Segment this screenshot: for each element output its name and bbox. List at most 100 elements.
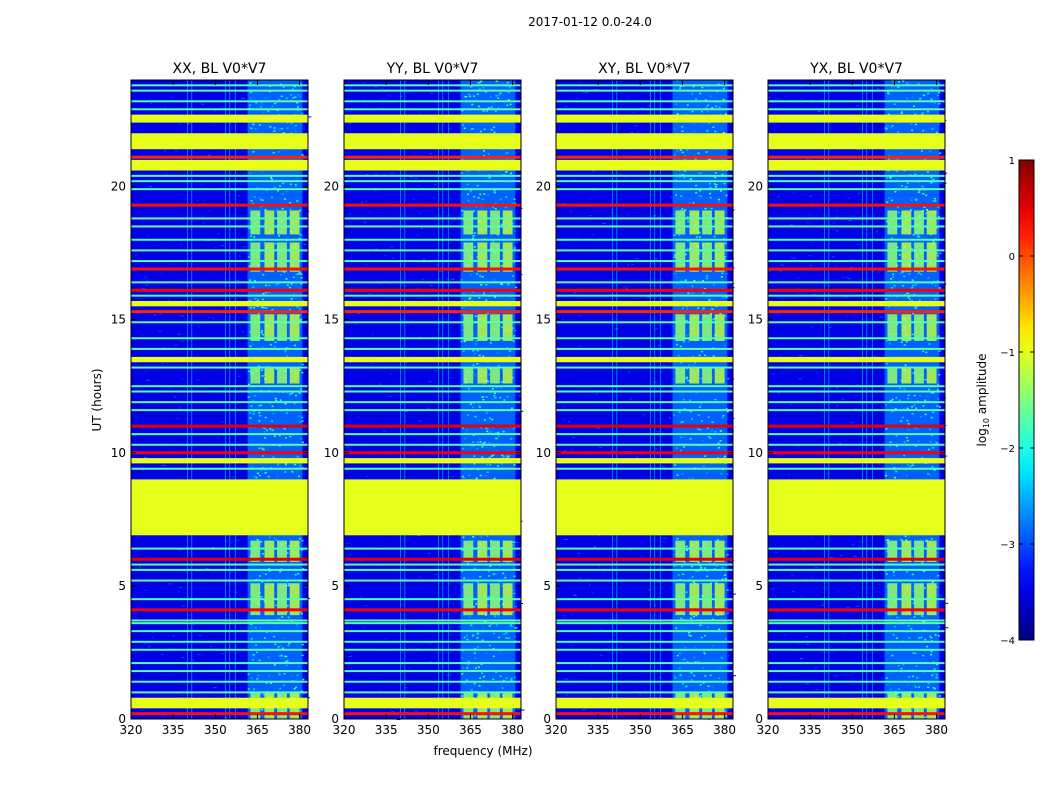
noise-pixel bbox=[196, 389, 200, 391]
rfi-pixel bbox=[479, 275, 482, 277]
rfi-pixel bbox=[698, 195, 701, 197]
flag-line bbox=[131, 366, 308, 369]
rfi-pixel bbox=[501, 687, 504, 689]
rfi-pixel bbox=[297, 573, 300, 575]
noise-pixel bbox=[635, 329, 638, 331]
noise-pixel bbox=[421, 278, 424, 280]
noise-pixel bbox=[567, 544, 569, 546]
rfi-pixel bbox=[719, 666, 722, 669]
hot-line bbox=[344, 267, 521, 271]
rfi-pixel bbox=[690, 672, 693, 674]
noise-pixel bbox=[454, 378, 457, 380]
rfi-pixel bbox=[486, 535, 489, 537]
rfi-subband-block bbox=[490, 367, 500, 384]
rfi-pixel bbox=[249, 172, 252, 174]
noise-pixel bbox=[424, 412, 427, 414]
rfi-pixel bbox=[277, 283, 280, 285]
noise-pixel bbox=[161, 328, 163, 330]
noise-pixel bbox=[591, 91, 595, 93]
rfi-pixel bbox=[462, 447, 465, 450]
rfi-pixel bbox=[674, 254, 676, 256]
rfi-pixel bbox=[490, 455, 493, 457]
noise-pixel bbox=[242, 329, 245, 330]
rfi-pixel bbox=[488, 596, 491, 598]
rfi-pixel bbox=[251, 343, 254, 346]
noise-pixel bbox=[623, 287, 625, 289]
rfi-pixel bbox=[299, 361, 302, 364]
noise-pixel bbox=[424, 561, 429, 563]
rfi-pixel bbox=[511, 222, 514, 225]
channel-line bbox=[191, 80, 193, 719]
y-tick-label: 15 bbox=[324, 313, 339, 327]
rfi-pixel bbox=[514, 329, 517, 332]
hot-line bbox=[131, 608, 308, 612]
noise-pixel bbox=[437, 264, 439, 266]
rfi-pixel bbox=[724, 710, 727, 712]
rfi-subband-block bbox=[463, 314, 474, 341]
rfi-pixel bbox=[256, 678, 259, 680]
rfi-pixel bbox=[472, 536, 475, 538]
rfi-pixel bbox=[487, 605, 489, 607]
noise-pixel bbox=[155, 616, 159, 618]
rfi-pixel bbox=[723, 182, 726, 185]
noise-pixel bbox=[519, 113, 521, 115]
noise-pixel bbox=[573, 186, 576, 188]
noise-pixel bbox=[624, 565, 627, 567]
noise-pixel bbox=[210, 556, 214, 558]
noise-pixel bbox=[183, 542, 187, 544]
rfi-pixel bbox=[488, 575, 491, 577]
noise-pixel bbox=[427, 424, 431, 425]
noise-pixel bbox=[644, 689, 647, 691]
flag-line bbox=[131, 568, 308, 571]
rfi-pixel bbox=[290, 298, 293, 301]
noise-pixel bbox=[402, 377, 405, 379]
flag-line bbox=[131, 409, 308, 412]
noise-pixel bbox=[383, 279, 386, 281]
rfi-pixel bbox=[483, 193, 486, 195]
noise-pixel bbox=[632, 187, 636, 189]
channel-line bbox=[225, 80, 226, 719]
noise-pixel bbox=[174, 344, 178, 346]
noise-pixel bbox=[361, 286, 365, 288]
noise-pixel bbox=[144, 578, 147, 579]
noise-pixel bbox=[590, 561, 594, 563]
noise-pixel bbox=[606, 466, 608, 468]
noise-pixel bbox=[344, 464, 346, 466]
noise-pixel bbox=[515, 388, 518, 389]
noise-pixel bbox=[580, 259, 584, 261]
noise-pixel bbox=[182, 711, 185, 713]
flag-line bbox=[131, 680, 308, 683]
flag-line bbox=[131, 217, 308, 220]
rfi-pixel bbox=[725, 715, 728, 717]
noise-pixel bbox=[179, 244, 183, 246]
rfi-pixel bbox=[492, 678, 495, 681]
noise-pixel bbox=[434, 184, 437, 185]
rfi-pixel bbox=[699, 251, 702, 254]
noise-pixel bbox=[633, 82, 637, 84]
rfi-subband-block bbox=[277, 314, 287, 341]
noise-pixel bbox=[662, 365, 667, 367]
noise-pixel bbox=[224, 717, 228, 719]
noise-pixel bbox=[599, 446, 602, 448]
rfi-pixel bbox=[259, 541, 262, 543]
noise-pixel bbox=[302, 549, 307, 551]
rfi-pixel bbox=[273, 537, 276, 539]
noise-pixel bbox=[410, 176, 413, 178]
noise-pixel bbox=[729, 206, 732, 208]
rfi-pixel bbox=[269, 126, 272, 128]
hot-line bbox=[344, 155, 521, 159]
rfi-pixel bbox=[467, 169, 470, 172]
noise-pixel bbox=[397, 575, 401, 577]
rfi-pixel bbox=[299, 318, 302, 321]
rfi-pixel bbox=[260, 469, 263, 472]
rfi-pixel bbox=[680, 195, 683, 197]
noise-pixel bbox=[197, 654, 201, 656]
noise-pixel bbox=[221, 421, 224, 423]
rfi-pixel bbox=[673, 256, 676, 258]
rfi-pixel bbox=[691, 565, 694, 568]
rfi-pixel bbox=[513, 198, 516, 200]
rfi-pixel bbox=[476, 646, 479, 648]
rfi-pixel bbox=[476, 184, 479, 187]
noise-pixel bbox=[396, 96, 401, 98]
rfi-pixel bbox=[684, 646, 687, 649]
